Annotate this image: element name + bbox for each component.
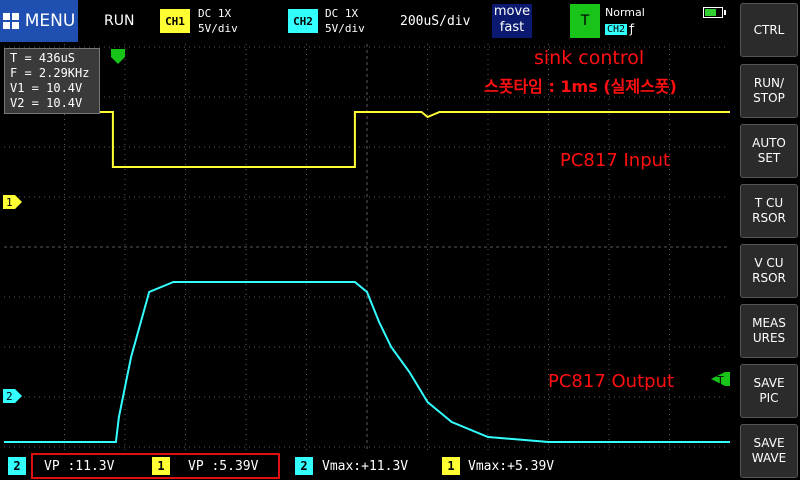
cursor-info-box: T = 436uS F = 2.29KHz V1 = 10.4V V2 = 10…	[4, 48, 100, 114]
meas-ch1-vp[interactable]: VP :5.39V	[188, 458, 259, 474]
trigger-level-marker[interactable]: T	[711, 372, 730, 387]
time-cursor-button[interactable]: T CU RSOR	[740, 184, 798, 238]
period-readout: T = 436uS	[10, 51, 76, 65]
annotation-title: sink control	[534, 47, 645, 69]
measurement-highlight-box	[31, 453, 280, 479]
run-stop-button[interactable]: RUN/ STOP	[740, 64, 798, 118]
save-pic-button[interactable]: SAVE PIC	[740, 364, 798, 418]
ch1-waveform	[4, 111, 730, 168]
battery-icon	[703, 7, 726, 18]
auto-set-button[interactable]: AUTO SET	[740, 124, 798, 178]
menu-button[interactable]: MENU	[0, 0, 78, 42]
ch2-badge[interactable]: CH2	[288, 9, 318, 33]
ch1-badge[interactable]: CH1	[160, 9, 190, 33]
ch1-coupling: DC 1X	[198, 7, 232, 20]
timebase[interactable]: 200uS/div	[400, 13, 471, 29]
move-speed: fast	[499, 20, 525, 35]
scope-screen: 1 2 T	[3, 44, 730, 450]
meas-ch2-vmax[interactable]: Vmax:+11.3V	[322, 458, 409, 474]
frequency-readout: F = 2.29KHz	[10, 66, 90, 80]
save-wave-button[interactable]: SAVE WAVE	[740, 424, 798, 478]
meas-ch-badge: 1	[152, 457, 170, 475]
waveforms	[4, 111, 730, 443]
top-bar: MENU RUN CH1 DC 1X 5V/div CH2 DC 1X 5V/d…	[0, 0, 736, 42]
trigger-badge[interactable]: T	[570, 4, 600, 38]
meas-ch2-vp[interactable]: VP :11.3V	[44, 458, 115, 474]
ch2-settings[interactable]: DC 1X 5V/div	[325, 6, 365, 36]
trigger-marker-label: T	[716, 374, 724, 387]
output-label: PC817 Output	[548, 371, 675, 392]
ch2-marker-label: 2	[6, 390, 13, 403]
trigger-mode[interactable]: Normal	[605, 6, 645, 19]
meas-ch-badge: 2	[295, 457, 313, 475]
ch2-level-marker[interactable]: 2	[3, 389, 22, 403]
v1-readout: V1 = 10.4V	[10, 81, 83, 95]
annotation-subtitle: 스폿타임 : 1ms (실제스폿)	[484, 77, 677, 96]
ch2-scale: 5V/div	[325, 22, 365, 35]
ch1-marker-label: 1	[6, 196, 13, 209]
rising-edge-icon: ƒ	[628, 22, 636, 36]
grid	[4, 44, 728, 450]
ch1-settings[interactable]: DC 1X 5V/div	[198, 6, 238, 36]
ctrl-button[interactable]: CTRL	[740, 3, 798, 57]
v2-readout: V2 = 10.4V	[10, 96, 83, 110]
volt-cursor-button[interactable]: V CU RSOR	[740, 244, 798, 298]
move-label: move	[493, 4, 531, 19]
ch2-coupling: DC 1X	[325, 7, 359, 20]
meas-ch-badge: 1	[442, 457, 460, 475]
menu-label: MENU	[24, 11, 76, 31]
trigger-position-marker[interactable]	[111, 49, 125, 64]
move-speed-button[interactable]: move fast	[492, 4, 532, 38]
ch2-waveform	[4, 281, 730, 443]
meas-ch1-vmax[interactable]: Vmax:+5.39V	[468, 458, 555, 474]
ch1-scale: 5V/div	[198, 22, 238, 35]
input-label: PC817 Input	[560, 150, 671, 171]
run-status[interactable]: RUN	[104, 13, 135, 29]
trigger-source: CH2	[605, 24, 628, 35]
grid-menu-icon	[2, 13, 19, 29]
measurement-bar: 2 VP :11.3V 1 VP :5.39V 2 Vmax:+11.3V 1 …	[0, 452, 736, 480]
sidebar: CTRL RUN/ STOP AUTO SET T CU RSOR V CU R…	[740, 0, 800, 480]
meas-ch-badge: 2	[8, 457, 26, 475]
ch1-level-marker[interactable]: 1	[3, 195, 22, 209]
measures-button[interactable]: MEAS URES	[740, 304, 798, 358]
